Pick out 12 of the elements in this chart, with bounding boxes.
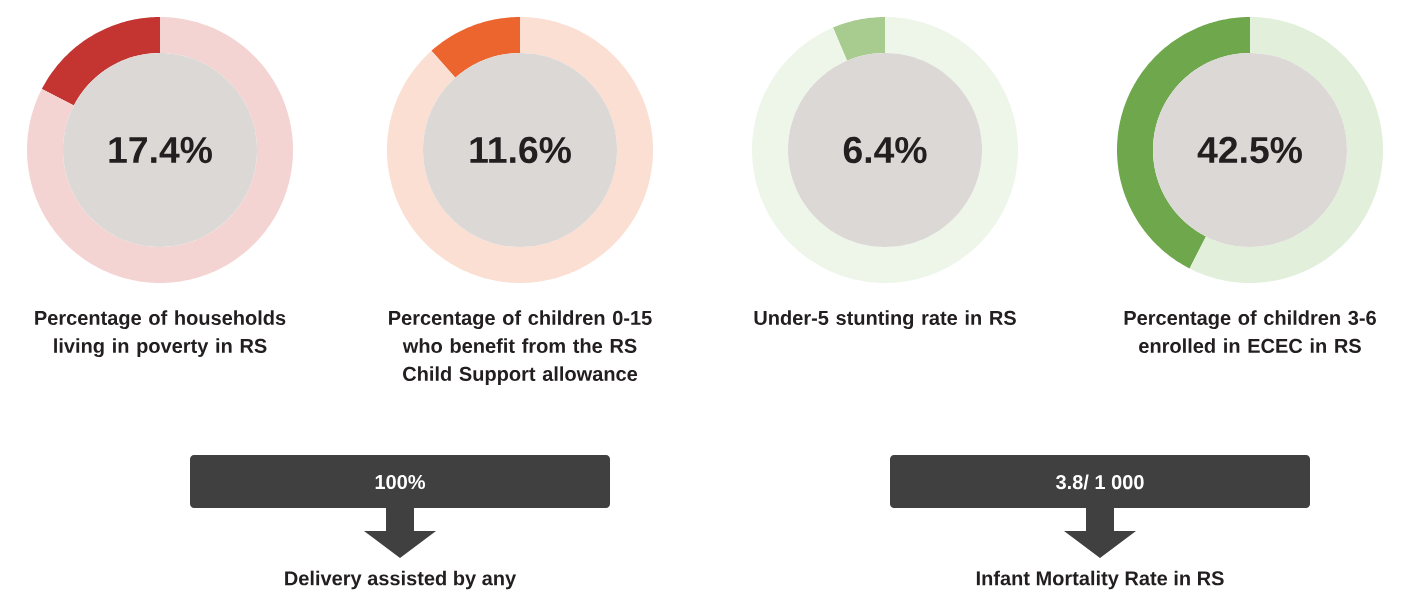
text: Under-5 stunting rate in RS [754, 310, 1016, 330]
text: Percentage of children 3-6 enrolled in ECEC in RS [1124, 310, 1376, 353]
text: 3.8/ 1 000 [1055, 474, 1144, 490]
text: 6.4% [843, 136, 927, 164]
text: Percentage of children 0-15 who benefit from the RS Child Support allowance [389, 310, 652, 385]
text: Percentage of households living in poverty in RS [35, 310, 286, 358]
text: Delivery assisted by any [285, 570, 517, 590]
text: 100% [375, 474, 426, 490]
text: 42.5% [1197, 136, 1302, 164]
text: Infant Mortality Rate in RS [976, 570, 1224, 590]
text: 17.4% [109, 136, 212, 164]
text: 11.6% [470, 136, 571, 164]
